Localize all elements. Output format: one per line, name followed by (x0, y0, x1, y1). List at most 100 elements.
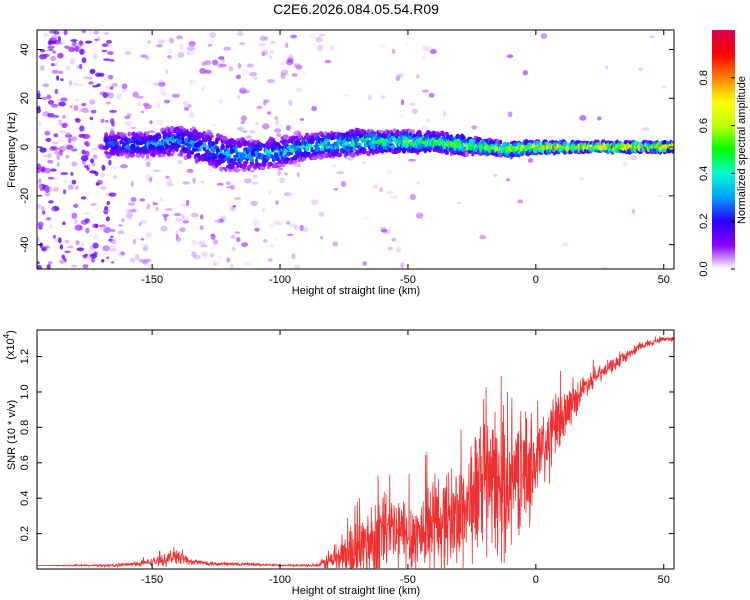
spectrogram-noise-cell (40, 206, 45, 211)
spectrogram-noise-cell (50, 206, 55, 212)
spectrogram-noise-cell (39, 188, 47, 192)
spectrogram-noise-cell (161, 92, 167, 96)
spectrogram-noise-cell (50, 63, 56, 67)
spectrogram-noise-cell (63, 189, 66, 194)
spectrogram-noise-cell (300, 118, 304, 121)
spectrogram-ridge-cell (378, 129, 384, 133)
spectrogram-noise-cell (342, 94, 350, 97)
spectrogram-ridge-cell (255, 158, 258, 164)
spectrogram-noise-cell (285, 59, 294, 66)
spectrogram-noise-cell (37, 179, 42, 185)
spectrogram-noise-cell (605, 65, 609, 69)
spectrogram-noise-cell (67, 184, 74, 190)
snr-series-line (37, 335, 674, 569)
spectrogram-noise-cell (155, 102, 161, 109)
spectrogram-noise-cell (145, 232, 153, 238)
spectrogram-noise-cell (288, 192, 295, 197)
spectrogram-noise-cell (210, 234, 216, 240)
spectrogram-noise-cell (299, 224, 304, 232)
spectrogram-noise-cell (279, 177, 285, 184)
spectrogram-ridge-cell (233, 157, 237, 163)
spectrogram-noise-cell (38, 178, 42, 183)
spectrogram-noise-cell (400, 262, 405, 269)
spectrogram-ridge-cell (421, 139, 427, 145)
spectrogram-noise-cell (106, 256, 110, 260)
spectrogram-noise-cell (38, 120, 42, 127)
spectrogram-noise-cell (58, 149, 64, 156)
spectrogram-noise-cell (249, 169, 256, 173)
spectrogram-noise-cell (102, 245, 110, 252)
spectrogram-noise-cell (186, 199, 190, 207)
snr-y-tick-label: 0.6 (19, 455, 31, 470)
spectrogram-ridge-cell (249, 161, 255, 166)
spectrogram-noise-cell (236, 237, 241, 243)
spectrogram-noise-cell (48, 99, 54, 105)
spectrogram-noise-cell (89, 30, 93, 36)
spectrogram-noise-cell (637, 67, 644, 72)
colorbar-gradient (712, 30, 735, 269)
snr-x-tick-label: -50 (400, 574, 416, 586)
spectrogram-noise-cell (50, 103, 59, 108)
spectrogram-noise-cell (425, 119, 431, 123)
spectrogram-noise-cell (70, 136, 78, 142)
spectrogram-noise-cell (70, 39, 78, 42)
spectrogram-noise-cell (79, 108, 84, 113)
spectrogram-noise-cell (280, 60, 285, 67)
spectrogram-noise-cell (45, 217, 52, 221)
spectrogram-noise-cell (86, 254, 92, 262)
spectrogram-noise-cell (218, 63, 227, 68)
colorbar-tick-label: 0.8 (698, 70, 710, 85)
spectrogram-noise-cell (88, 76, 93, 80)
spectrogram-noise-cell (158, 81, 166, 87)
spectrogram-ridge-cell (300, 145, 305, 150)
spectrogram-noise-cell (291, 73, 298, 77)
spectrogram-noise-cell (130, 181, 134, 187)
spectrogram-noise-cell (228, 66, 234, 72)
spectrogram-ridge-cell (166, 150, 172, 157)
spectrogram-noise-cell (101, 43, 109, 47)
spectrogram-ridge-cell (114, 140, 120, 146)
spectrogram-noise-cell (84, 218, 90, 224)
spectrogram-noise-cell (64, 45, 70, 49)
spectrogram-noise-cell (649, 35, 655, 39)
spectrogram-noise-cell (109, 59, 115, 62)
spectrogram-noise-cell (91, 147, 98, 151)
spectrogram-noise-cell (82, 264, 89, 269)
spectrogram-noise-cell (276, 124, 284, 129)
spectrogram-noise-cell (99, 226, 107, 231)
spectrogram-noise-cell (80, 196, 87, 200)
spectrogram-noise-cell (89, 170, 97, 174)
spectrogram-noise-cell (204, 59, 212, 66)
spectrogram-ridge-cell (134, 132, 139, 138)
spectrogram-noise-cell (212, 59, 219, 66)
snr-scale-exponent: 4 (2, 333, 11, 338)
spectrogram-noise-cell (51, 141, 59, 145)
spectrogram-noise-cell (230, 234, 236, 239)
spectrogram-y-ticks: 40 20 0 -20 -40 (19, 43, 674, 253)
spectrogram-ridge-cell (488, 138, 494, 145)
spectrogram-noise-cell (302, 226, 309, 232)
snr-frame (36, 329, 675, 570)
snr-x-ticks: -150 -100 -50 0 50 (141, 330, 670, 586)
spectrogram-noise-cell (81, 107, 89, 114)
spectrogram-noise-cell (65, 65, 71, 71)
spectrogram-noise-cell (64, 250, 71, 254)
spectrogram-noise-cell (333, 187, 339, 191)
spectrogram-noise-cell (409, 194, 416, 200)
spectrogram-noise-cell (100, 118, 105, 123)
spectrogram-noise-cell (138, 259, 147, 263)
spectrogram-noise-cell (109, 109, 117, 113)
spectrogram-ridge-cell (369, 143, 374, 150)
spectrogram-noise-cell (45, 245, 50, 249)
spectrogram-noise-cell (103, 226, 111, 234)
spectrogram-noise-cell (234, 197, 242, 200)
spectrogram-noise-cell (57, 35, 62, 42)
spectrogram-noise-cell (168, 37, 175, 44)
spectrogram-noise-cell (395, 75, 400, 82)
spectrogram-ridge-cell (426, 130, 431, 136)
spectrogram-noise-cell (540, 33, 548, 39)
spectrogram-noise-cell (82, 133, 91, 139)
spectrogram-noise-cell (76, 65, 80, 69)
spectrogram-noise-cell (140, 54, 148, 58)
spectrogram-noise-cell (562, 242, 569, 247)
